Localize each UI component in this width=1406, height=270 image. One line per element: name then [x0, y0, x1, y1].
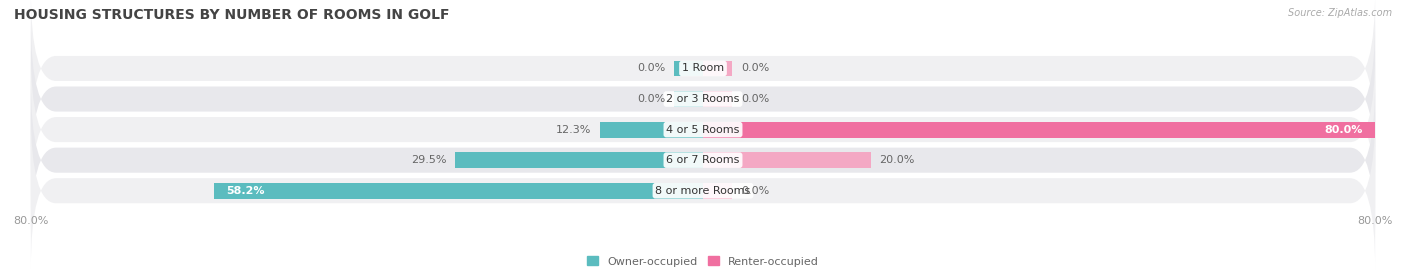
Text: 2 or 3 Rooms: 2 or 3 Rooms: [666, 94, 740, 104]
Text: 12.3%: 12.3%: [555, 124, 592, 135]
FancyBboxPatch shape: [31, 50, 1375, 209]
Text: HOUSING STRUCTURES BY NUMBER OF ROOMS IN GOLF: HOUSING STRUCTURES BY NUMBER OF ROOMS IN…: [14, 8, 450, 22]
Bar: [673, 91, 703, 107]
Bar: [599, 122, 703, 137]
FancyBboxPatch shape: [31, 112, 1375, 270]
Text: 58.2%: 58.2%: [226, 186, 266, 196]
Text: 8 or more Rooms: 8 or more Rooms: [655, 186, 751, 196]
FancyBboxPatch shape: [31, 0, 1375, 148]
Bar: [703, 91, 733, 107]
Bar: [214, 183, 703, 199]
Bar: [703, 60, 733, 76]
Text: Source: ZipAtlas.com: Source: ZipAtlas.com: [1288, 8, 1392, 18]
Bar: [703, 183, 733, 199]
Text: 0.0%: 0.0%: [741, 94, 769, 104]
Bar: [703, 152, 872, 168]
FancyBboxPatch shape: [31, 20, 1375, 178]
Bar: [703, 122, 1375, 137]
Text: 80.0%: 80.0%: [1324, 124, 1362, 135]
Text: 0.0%: 0.0%: [741, 63, 769, 73]
Bar: [673, 60, 703, 76]
Text: 0.0%: 0.0%: [741, 186, 769, 196]
Legend: Owner-occupied, Renter-occupied: Owner-occupied, Renter-occupied: [586, 256, 820, 266]
Text: 0.0%: 0.0%: [637, 94, 665, 104]
Text: 0.0%: 0.0%: [637, 63, 665, 73]
FancyBboxPatch shape: [31, 81, 1375, 239]
Text: 20.0%: 20.0%: [879, 155, 915, 165]
Text: 6 or 7 Rooms: 6 or 7 Rooms: [666, 155, 740, 165]
Text: 29.5%: 29.5%: [411, 155, 447, 165]
Text: 4 or 5 Rooms: 4 or 5 Rooms: [666, 124, 740, 135]
Bar: [703, 122, 1375, 137]
Bar: [703, 152, 872, 168]
Bar: [456, 152, 703, 168]
Text: 1 Room: 1 Room: [682, 63, 724, 73]
